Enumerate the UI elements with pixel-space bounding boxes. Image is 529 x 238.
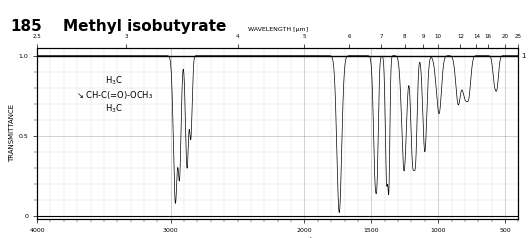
X-axis label: WAVENUMBER [cm⁻¹]: WAVENUMBER [cm⁻¹] (240, 236, 315, 238)
Text: Methyl isobutyrate: Methyl isobutyrate (63, 19, 227, 34)
Y-axis label: TRANSMITTANCE: TRANSMITTANCE (10, 104, 15, 162)
X-axis label: WAVELENGTH [μm]: WAVELENGTH [μm] (248, 27, 308, 32)
Text: 185: 185 (11, 19, 42, 34)
Text: 1: 1 (521, 53, 525, 59)
